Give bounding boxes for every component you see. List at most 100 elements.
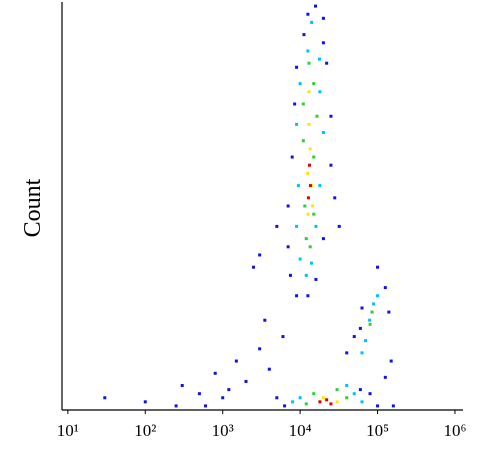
- point: [307, 90, 311, 94]
- point: [234, 359, 238, 363]
- point: [306, 294, 310, 298]
- point: [321, 16, 325, 20]
- point: [283, 404, 287, 408]
- point: [372, 302, 376, 306]
- point: [387, 310, 391, 314]
- point: [325, 61, 329, 65]
- point: [345, 396, 349, 400]
- point: [368, 392, 372, 396]
- point: [180, 384, 184, 388]
- point: [329, 114, 333, 118]
- point: [306, 49, 310, 53]
- point: [197, 392, 201, 396]
- point: [345, 351, 349, 355]
- point: [267, 367, 271, 371]
- point: [304, 402, 308, 406]
- point: [321, 41, 325, 45]
- point: [318, 57, 322, 61]
- point: [376, 294, 380, 298]
- x-tick-label: 10¹: [57, 421, 79, 440]
- point: [281, 335, 285, 339]
- point: [360, 351, 364, 355]
- point: [329, 402, 333, 406]
- point: [298, 82, 302, 86]
- point: [352, 392, 356, 396]
- point: [333, 196, 337, 200]
- point: [345, 384, 349, 388]
- point: [298, 396, 302, 400]
- point: [258, 347, 262, 351]
- point: [315, 114, 319, 118]
- point: [308, 184, 312, 188]
- point: [143, 400, 147, 404]
- point: [303, 204, 307, 208]
- point: [302, 33, 306, 37]
- point: [321, 237, 325, 241]
- point: [335, 388, 339, 392]
- point: [360, 400, 364, 404]
- y-axis-label: Count: [20, 178, 46, 237]
- point: [370, 310, 374, 314]
- point: [364, 339, 368, 343]
- point: [383, 375, 387, 379]
- point: [213, 371, 217, 375]
- point: [329, 163, 333, 167]
- point: [298, 257, 302, 261]
- point: [286, 245, 290, 249]
- point: [312, 82, 316, 86]
- point: [258, 253, 262, 257]
- point: [358, 388, 362, 392]
- point: [295, 122, 299, 126]
- point: [306, 12, 310, 16]
- point: [304, 273, 308, 277]
- point: [310, 20, 314, 24]
- point: [337, 224, 341, 228]
- point: [311, 204, 315, 208]
- point: [307, 61, 311, 65]
- point: [301, 102, 305, 106]
- x-tick-label: 10³: [212, 421, 234, 440]
- point: [314, 4, 318, 8]
- point: [389, 359, 393, 363]
- point: [307, 122, 311, 126]
- point: [301, 139, 305, 143]
- point: [318, 400, 322, 404]
- point: [290, 155, 294, 159]
- point: [174, 404, 178, 408]
- point: [296, 184, 300, 188]
- point: [318, 184, 322, 188]
- point: [244, 379, 248, 383]
- point: [103, 396, 107, 400]
- x-tick-label: 10²: [134, 421, 156, 440]
- point: [314, 224, 318, 228]
- point: [312, 155, 316, 159]
- point: [309, 261, 313, 265]
- point: [360, 306, 364, 310]
- point: [304, 237, 308, 241]
- point: [307, 163, 311, 167]
- point: [306, 196, 310, 200]
- point: [295, 294, 299, 298]
- point: [391, 404, 395, 408]
- point: [314, 277, 318, 281]
- point: [293, 102, 297, 106]
- point: [352, 335, 356, 339]
- point: [275, 396, 279, 400]
- point: [376, 404, 380, 408]
- point: [383, 286, 387, 290]
- point: [295, 224, 299, 228]
- point: [263, 318, 267, 322]
- point: [335, 400, 339, 404]
- point: [308, 245, 312, 249]
- point: [204, 404, 208, 408]
- point: [312, 392, 316, 396]
- point: [308, 147, 312, 151]
- point: [312, 212, 316, 216]
- point: [291, 400, 295, 404]
- x-tick-label: 10⁴: [289, 421, 312, 440]
- x-tick-label: 10⁶: [443, 421, 466, 440]
- point: [368, 322, 372, 326]
- point: [286, 204, 290, 208]
- point: [325, 398, 329, 402]
